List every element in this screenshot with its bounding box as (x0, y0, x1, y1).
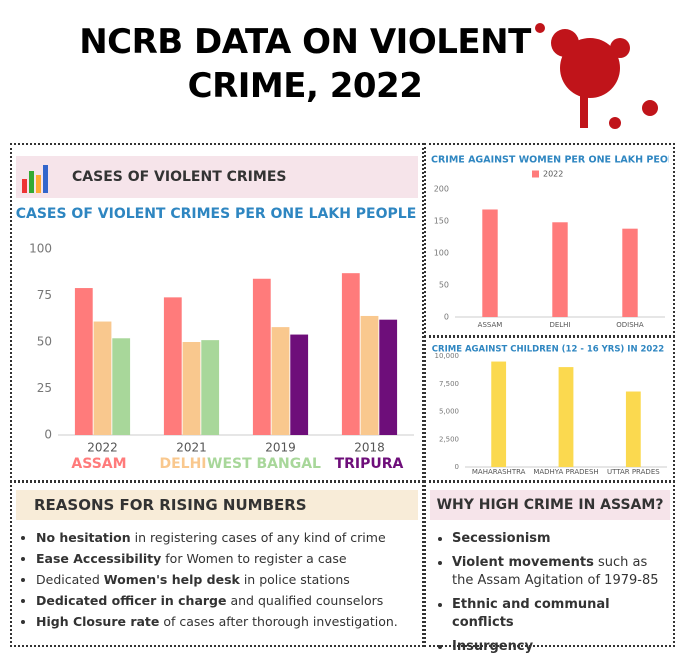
chart-title: CRIME AGAINST WOMEN PER ONE LAKH PEOPLE (431, 155, 669, 166)
x-tick-label: 2019 (265, 441, 296, 455)
item-text: of cases after thorough investigation. (159, 614, 398, 629)
y-tick-label: 75 (37, 288, 52, 302)
bar (491, 361, 507, 467)
list: Secessionism Violent movements such as th… (432, 530, 668, 656)
list-item: High Closure rate of cases after thoroug… (36, 614, 416, 629)
item-text: Dedicated (36, 572, 104, 587)
bar (360, 315, 379, 435)
y-tick-label: 0 (444, 313, 449, 322)
chart-title: CRIME AGAINST CHILDREN (12 - 16 YRS) IN … (432, 345, 664, 355)
list-item: Ease Accessibility for Women to register… (36, 551, 416, 566)
section-band: CASES OF VIOLENT CRIMES (16, 156, 418, 198)
item-text: in police stations (239, 572, 350, 587)
y-tick-label: 100 (29, 242, 52, 256)
title-box: NCRB DATA ON VIOLENT CRIME, 2022 (20, 20, 590, 108)
list-item: Dedicated officer in charge and qualifie… (36, 593, 416, 608)
bar (182, 342, 201, 435)
page-title: NCRB DATA ON VIOLENT CRIME, 2022 (79, 22, 531, 106)
y-tick-label: 5,000 (439, 408, 459, 416)
y-tick-label: 200 (434, 185, 449, 194)
list-item: Insurgency (452, 638, 668, 656)
legend-label: WEST BANGAL (207, 456, 321, 472)
y-tick-label: 100 (434, 249, 449, 258)
bar (625, 391, 641, 467)
item-bold: No hesitation (36, 530, 131, 545)
y-tick-label: 25 (37, 381, 52, 395)
chart: CASES OF VIOLENT CRIMES PER ONE LAKH PEO… (16, 206, 417, 472)
y-tick-label: 0 (455, 463, 459, 471)
legend-label: ASSAM (71, 456, 126, 472)
bar (341, 273, 360, 435)
y-tick-label: 150 (434, 217, 449, 226)
reasons-panel (10, 481, 424, 647)
list-item: Dedicated Women's help desk in police st… (36, 572, 416, 587)
bar (201, 340, 220, 435)
icon (22, 165, 48, 193)
bar (112, 338, 131, 435)
item-bold: Insurgency (452, 639, 534, 654)
item-bold: Secessionism (452, 531, 551, 546)
bar (252, 278, 271, 435)
y-tick-label: 7,500 (439, 380, 459, 388)
legend-label: 2022 (543, 170, 563, 179)
legend-swatch (532, 170, 539, 178)
x-tick-label: MADHYA PRADESH (533, 468, 598, 476)
bar (552, 222, 568, 317)
bar (163, 297, 182, 435)
y-tick-label: 0 (44, 428, 52, 442)
list-item: No hesitation in registering cases of an… (36, 530, 416, 545)
bar (290, 334, 309, 435)
legend-label: DELHI (159, 456, 206, 472)
item-text: in registering cases of any kind of crim… (130, 530, 386, 545)
chart: CRIME AGAINST CHILDREN (12 - 16 YRS) IN … (432, 345, 667, 476)
x-tick-label: MAHARASHTRA (472, 468, 526, 476)
y-tick-label: 10,000 (435, 352, 460, 360)
list-item: Ethnic and communal conflicts (452, 596, 668, 632)
y-tick-label: 50 (439, 281, 449, 290)
assam-list: Secessionism Violent movements such as th… (432, 530, 668, 662)
reasons-title: REASONS FOR RISING NUMBERS (16, 490, 418, 520)
item-bold: Ethnic and communal conflicts (452, 597, 610, 630)
bar (558, 367, 574, 467)
item-text: for Women to register a case (161, 551, 347, 566)
y-tick-label: 50 (37, 335, 52, 349)
x-tick-label: 2018 (354, 441, 385, 455)
x-tick-label: UTTAR PRADES (607, 468, 660, 476)
x-tick-label: ODISHA (616, 321, 644, 329)
list-item: Secessionism (452, 530, 668, 548)
x-tick-label: ASSAM (478, 321, 503, 329)
blood-splatter (535, 23, 658, 129)
item-text: and qualified counselors (226, 593, 384, 608)
bar (622, 228, 638, 317)
chart: CRIME AGAINST WOMEN PER ONE LAKH PEOPLE 0… (431, 155, 669, 330)
x-tick-label: 2021 (176, 441, 207, 455)
y-tick-label: 2,500 (439, 435, 459, 443)
assam-panel (424, 481, 675, 647)
item-bold: High Closure rate (36, 614, 160, 629)
item-bold: Dedicated officer in charge (36, 593, 227, 608)
reasons-list: No hesitation in registering cases of an… (16, 530, 416, 635)
bar (271, 327, 290, 435)
item-bold: Women's help desk (103, 572, 240, 587)
bar (482, 209, 498, 317)
section-title: CASES OF VIOLENT CRIMES (72, 169, 287, 185)
item-bold: Ease Accessibility (36, 551, 162, 566)
bar (74, 288, 93, 435)
item-bold: Violent movements (452, 555, 594, 570)
list: No hesitation in registering cases of an… (16, 530, 416, 629)
item-text: such as the Assam Agitation of 1979-85 (452, 555, 659, 588)
assam-title: WHY HIGH CRIME IN ASSAM? (430, 490, 670, 520)
list-item: Violent movements such as the Assam Agit… (452, 554, 668, 590)
x-tick-label: 2022 (87, 441, 118, 455)
x-tick-label: DELHI (549, 321, 570, 329)
bar (93, 321, 112, 435)
legend-label: TRIPURA (335, 456, 404, 472)
bar (379, 319, 398, 435)
chart-title: CASES OF VIOLENT CRIMES PER ONE LAKH PEO… (16, 206, 417, 222)
